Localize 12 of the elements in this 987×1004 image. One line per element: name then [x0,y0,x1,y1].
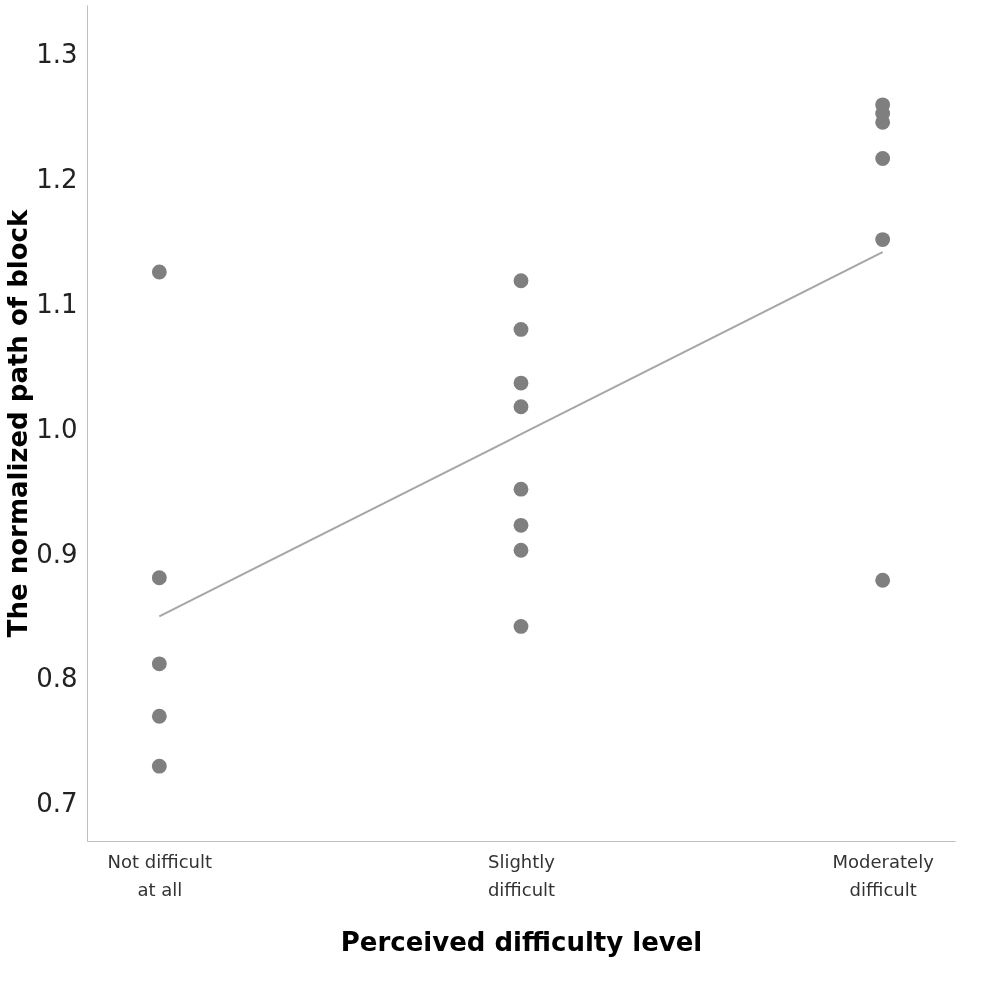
x-tick-label: Moderately difficult [832,850,935,900]
y-tick-label: 1.2 [36,164,78,195]
y-axis-title: The normalized path of block [3,209,34,638]
y-tick-label: 0.7 [36,788,78,819]
y-tick-label: 1.1 [36,288,78,319]
x-axis-title: Perceived difficulty level [340,926,703,957]
y-tick-label: 1.0 [36,413,78,444]
y-tick-label: 0.8 [36,663,78,694]
x-tick-label: Slightly difficult [487,850,556,900]
y-tick-label: 1.3 [36,39,78,70]
y-tick-label: 0.9 [36,538,78,569]
x-tick-label: Not difficult at all [107,850,213,900]
